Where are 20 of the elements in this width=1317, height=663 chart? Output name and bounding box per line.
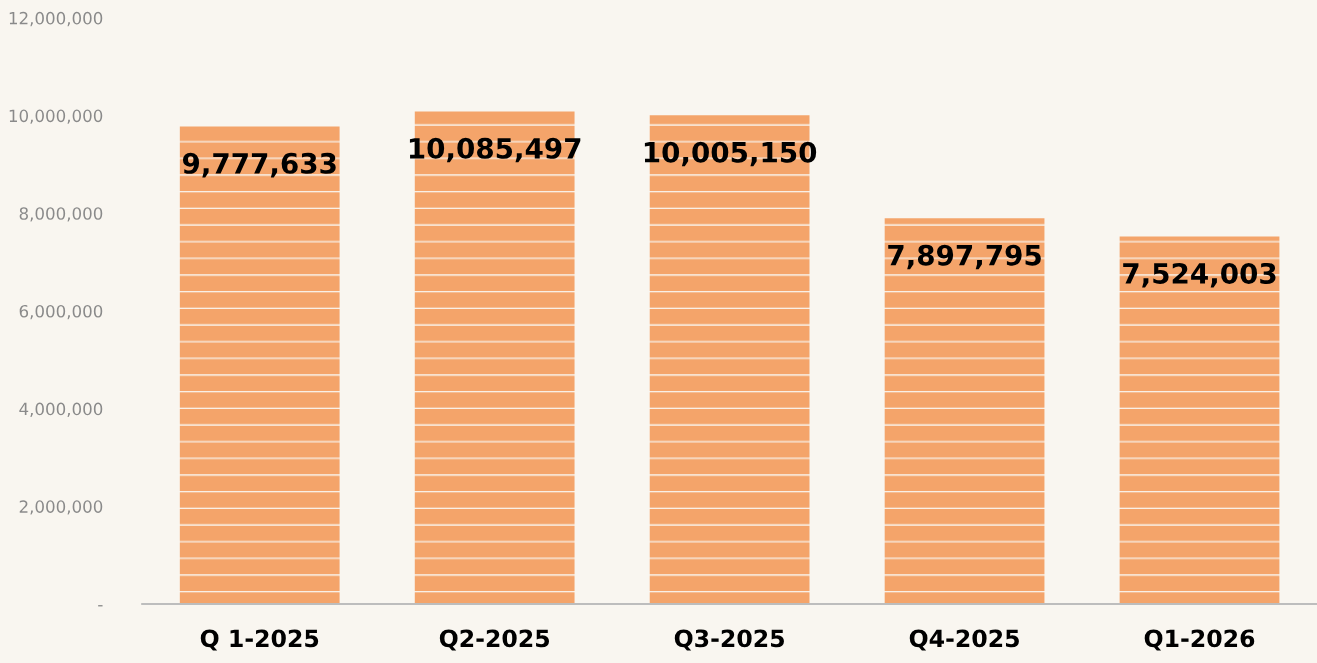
bar: [179, 126, 340, 604]
y-tick-label: -: [98, 605, 103, 607]
bar: [1119, 236, 1280, 604]
y-tick-label: 10,000,000: [9, 109, 103, 124]
x-tick-label: Q1-2026: [1144, 629, 1255, 651]
y-tick-label: 12,000,000: [9, 11, 103, 27]
data-label: 7,897,795: [888, 244, 1041, 270]
bar: [884, 218, 1045, 604]
x-tick-label: Q4-2025: [909, 629, 1019, 651]
x-tick-label: Q3-2025: [674, 629, 784, 651]
y-tick-label: 6,000,000: [19, 304, 103, 320]
data-label: 9,777,633: [182, 152, 336, 178]
data-label: 10,005,150: [644, 141, 817, 167]
x-tick-label: Q 1-2025: [200, 629, 319, 651]
y-tick-label: 8,000,000: [19, 207, 103, 222]
y-tick-label: 4,000,000: [19, 402, 103, 417]
x-tick-label: Q2-2025: [439, 629, 550, 651]
y-tick-label: 2,000,000: [19, 500, 103, 515]
data-label: 7,524,003: [1123, 262, 1276, 288]
data-label: 10,085,497: [409, 137, 581, 163]
